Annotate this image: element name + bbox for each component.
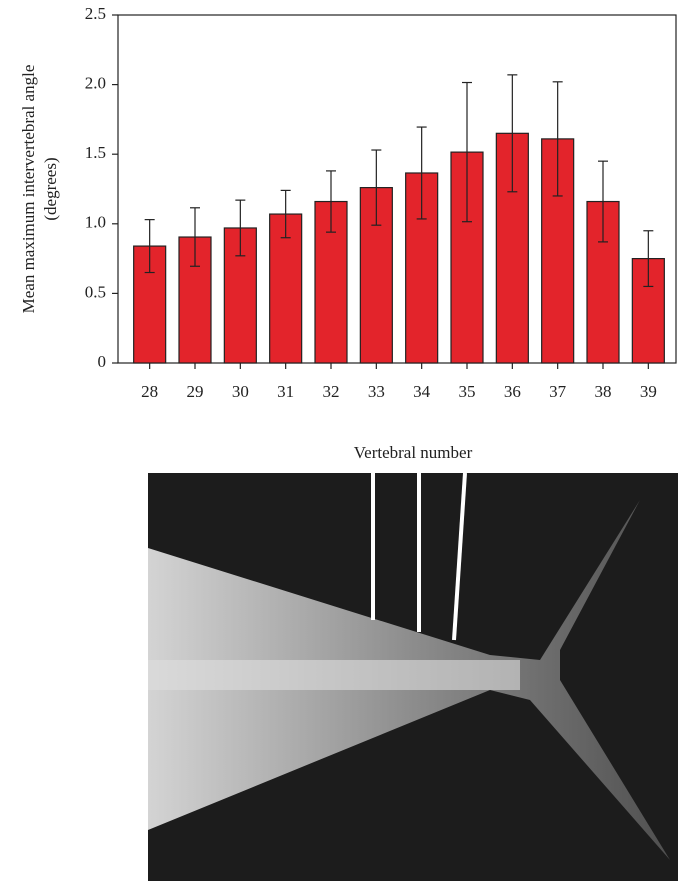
pointer-line bbox=[452, 472, 467, 641]
y-tick-label: 2.5 bbox=[85, 4, 106, 23]
xray-image bbox=[148, 472, 678, 881]
vertebral-column bbox=[148, 660, 520, 690]
x-tick-label: 37 bbox=[549, 382, 567, 401]
bar bbox=[586, 200, 620, 364]
x-tick-label: 31 bbox=[277, 382, 294, 401]
x-tick-label: 29 bbox=[187, 382, 204, 401]
y-tick-label: 0.5 bbox=[85, 282, 106, 301]
x-tick-label: 32 bbox=[323, 382, 340, 401]
y-tick-label: 1.5 bbox=[85, 143, 106, 162]
x-axis-label: Vertebral number bbox=[354, 443, 473, 462]
x-tick-label: 36 bbox=[504, 382, 521, 401]
x-tick-label: 30 bbox=[232, 382, 249, 401]
y-tick-label: 1.0 bbox=[85, 213, 106, 232]
x-tick-label: 28 bbox=[141, 382, 158, 401]
x-tick-label: 39 bbox=[640, 382, 657, 401]
plot-frame bbox=[117, 14, 677, 364]
y-tick-label: 2.0 bbox=[85, 74, 106, 93]
x-tick-label: 35 bbox=[459, 382, 476, 401]
x-tick-label: 34 bbox=[413, 382, 431, 401]
x-tick-label: 38 bbox=[595, 382, 612, 401]
y-axis-label: (degrees) bbox=[41, 157, 60, 220]
y-axis-label: Mean maximum intervertebral angle bbox=[19, 65, 38, 314]
x-tick-label: 33 bbox=[368, 382, 385, 401]
bar bbox=[269, 213, 303, 364]
y-tick-label: 0 bbox=[98, 352, 107, 371]
